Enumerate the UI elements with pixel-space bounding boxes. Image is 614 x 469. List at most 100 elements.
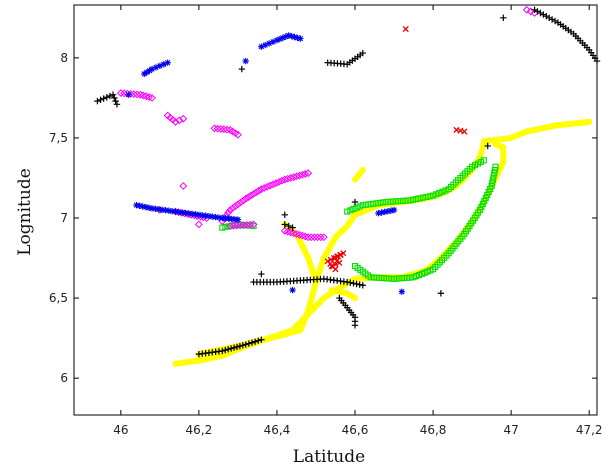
x-tick-label: 46 (113, 423, 128, 437)
data-point (492, 141, 499, 147)
y-tick-label: 6,5 (49, 291, 68, 305)
data-point (160, 61, 167, 68)
data-point (282, 331, 288, 337)
data-point (165, 207, 172, 214)
data-point (285, 32, 292, 39)
data-point (576, 120, 582, 126)
data-point (512, 133, 518, 139)
data-point (366, 201, 373, 208)
data-point (205, 356, 211, 362)
data-point (442, 187, 449, 194)
data-point (172, 208, 179, 215)
y-tick-label: 7,5 (49, 131, 68, 145)
data-point (386, 198, 393, 205)
data-point (139, 203, 146, 210)
y-axis-label: Lognitude (15, 168, 35, 256)
data-point (254, 186, 263, 195)
data-point (239, 196, 248, 205)
data-point (164, 59, 171, 66)
data-point (500, 154, 506, 160)
data-point (189, 210, 196, 218)
data-point (244, 193, 253, 202)
data-point (319, 233, 328, 242)
data-point (560, 121, 566, 128)
data-point (236, 342, 244, 350)
data-point (100, 95, 107, 102)
data-point (219, 347, 226, 355)
data-point (311, 305, 318, 311)
data-point (233, 343, 241, 351)
data-point (479, 146, 486, 152)
data-point (294, 34, 301, 42)
data-point (360, 167, 366, 173)
data-point (404, 274, 411, 281)
data-point (224, 346, 232, 353)
data-point (393, 198, 400, 205)
data-point (116, 89, 125, 97)
data-point (496, 136, 503, 143)
data-point (142, 203, 150, 211)
data-point (255, 337, 262, 344)
data-point (215, 354, 221, 360)
data-point (357, 275, 363, 282)
data-point (219, 125, 228, 134)
data-point (186, 359, 193, 365)
data-point (292, 172, 301, 181)
data-point (168, 207, 176, 215)
data-point (397, 275, 404, 282)
data-point (308, 263, 314, 269)
data-point (383, 198, 390, 206)
data-point (305, 308, 311, 314)
data-point (321, 295, 327, 301)
data-point (266, 335, 272, 341)
data-point (544, 124, 551, 130)
data-point (570, 120, 577, 127)
data-point (496, 143, 503, 149)
data-point (359, 282, 367, 289)
data-point (229, 221, 238, 230)
data-point (356, 281, 363, 288)
data-point (210, 355, 216, 361)
data-point (548, 16, 556, 23)
data-point (352, 295, 358, 301)
data-point (353, 280, 360, 288)
data-point (340, 282, 346, 289)
data-point (213, 124, 222, 133)
data-point (263, 182, 272, 191)
data-point (409, 196, 417, 203)
data-point (245, 340, 253, 347)
data-point (565, 121, 571, 127)
data-point (143, 69, 151, 76)
x-tick-label: 47,2 (576, 423, 603, 437)
data-point (356, 210, 362, 216)
data-point (349, 215, 356, 222)
x-tick-label: 46,6 (342, 423, 369, 437)
data-point (179, 114, 188, 123)
data-point (194, 220, 203, 229)
data-point (314, 301, 321, 308)
data-point (364, 207, 370, 213)
data-point (200, 356, 207, 363)
data-point (209, 213, 216, 220)
data-point (133, 90, 142, 99)
data-point (195, 211, 203, 219)
data-point (289, 224, 296, 231)
data-point (500, 144, 506, 151)
data-point (367, 274, 374, 281)
data-point (334, 253, 341, 260)
data-point (348, 293, 354, 299)
data-point (103, 94, 110, 101)
data-point (491, 137, 497, 143)
x-tick-label: 46,8 (420, 423, 447, 437)
data-point (171, 118, 180, 126)
y-tick-label: 7 (60, 211, 68, 225)
data-point (350, 205, 357, 213)
data-point (199, 212, 206, 219)
data-point (236, 221, 245, 230)
data-point (288, 33, 295, 40)
data-point (350, 280, 357, 287)
data-point (498, 163, 504, 169)
data-point (492, 163, 499, 170)
y-axis-ticks: 6 6,5 7 7,5 8 (49, 51, 597, 385)
